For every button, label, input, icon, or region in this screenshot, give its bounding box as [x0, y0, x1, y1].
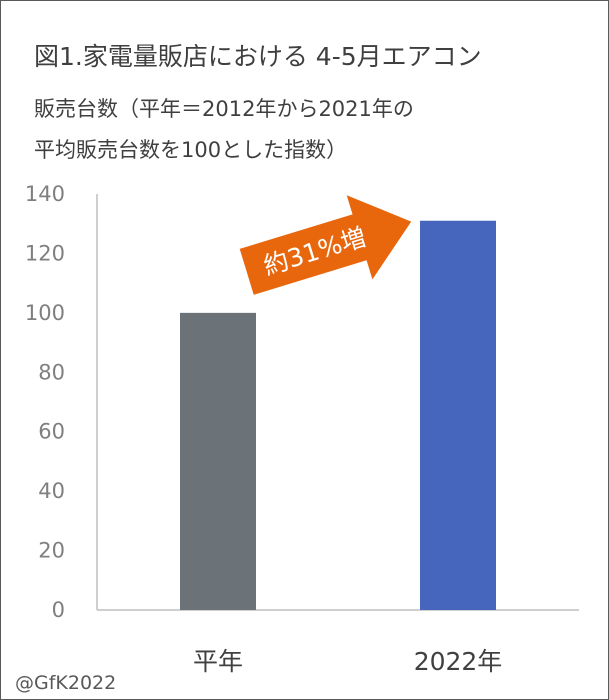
bar [180, 312, 256, 610]
increase-arrow: 約31%増 [239, 195, 412, 295]
copyright-credit: @GfK2022 [15, 672, 117, 694]
y-tick-label: 0 [52, 598, 65, 622]
y-tick-label: 120 [25, 241, 65, 265]
chart-subtitle-line1: 販売台数（平年＝2012年から2021年の [34, 97, 414, 121]
bar [420, 220, 496, 610]
y-tick-label: 60 [38, 420, 65, 444]
y-tick-label: 20 [38, 539, 65, 563]
y-tick-label: 100 [25, 301, 65, 325]
x-category-label: 平年 [193, 647, 243, 676]
arrow-shape [239, 195, 412, 295]
chart-title: 図1.家電量販店における 4-5月エアコン [34, 42, 482, 71]
x-category-label: 2022年 [414, 647, 503, 676]
y-tick-label: 40 [38, 479, 65, 503]
chart-subtitle-line2: 平均販売台数を100とした指数） [34, 138, 348, 162]
y-tick-label: 80 [38, 360, 65, 384]
y-tick-label: 140 [25, 182, 65, 206]
